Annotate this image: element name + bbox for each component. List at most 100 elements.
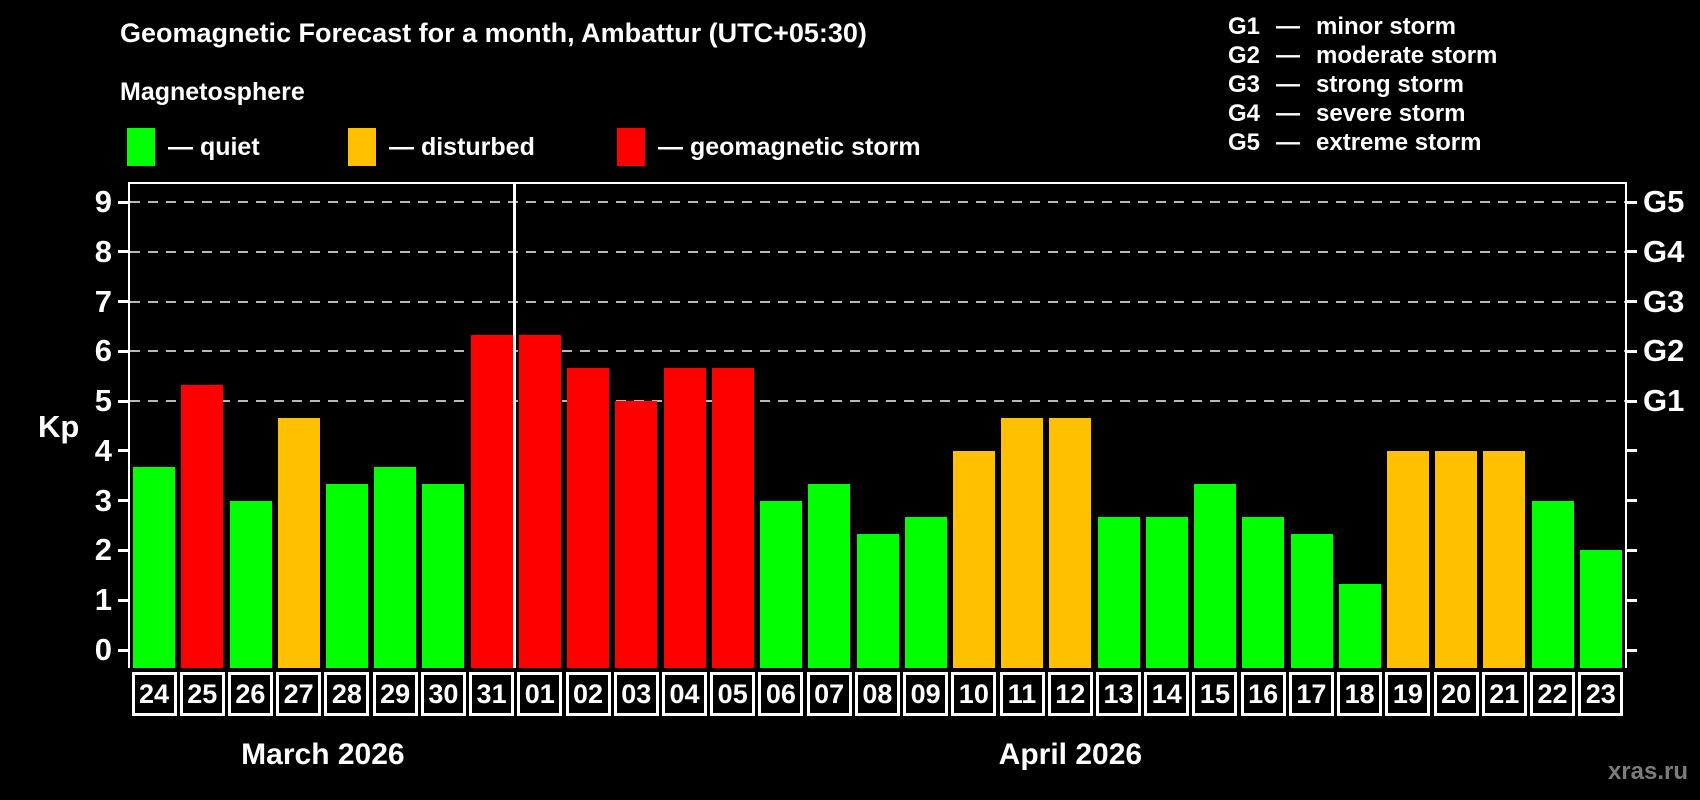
right-tick-8	[1625, 250, 1637, 254]
y-label-7: 7	[94, 283, 112, 319]
kp-bar-24	[133, 467, 176, 668]
g-legend-g2-label: moderate storm	[1316, 41, 1498, 69]
right-tick-3	[1625, 499, 1637, 503]
date-cell-11: 11	[999, 672, 1045, 716]
kp-bar-29	[374, 467, 417, 668]
y-label-5: 5	[94, 383, 112, 419]
g-legend-row-g2: G2 — moderate storm	[1228, 41, 1497, 70]
kp-bar-15	[1194, 484, 1237, 668]
right-tick-4	[1625, 449, 1637, 453]
g-legend-g4-dash: —	[1276, 99, 1300, 127]
legend-label-storm: — geomagnetic storm	[658, 132, 921, 161]
date-cell-04: 04	[661, 672, 707, 716]
g-legend-g4-code: G4	[1228, 99, 1261, 127]
month-label-april: April 2026	[998, 738, 1143, 771]
date-cell-06: 06	[758, 672, 804, 716]
g-legend-row-g4: G4 — severe storm	[1228, 99, 1497, 128]
date-cell-30: 30	[420, 672, 466, 716]
g-legend-g5-dash: —	[1276, 128, 1300, 156]
date-cell-19: 19	[1385, 672, 1431, 716]
quiet-swatch-icon	[127, 128, 155, 166]
left-tick-9	[118, 200, 130, 204]
left-tick-6	[118, 349, 130, 353]
left-tick-0	[118, 648, 130, 652]
date-cell-31: 31	[469, 672, 515, 716]
g-legend-g3-code: G3	[1228, 70, 1261, 98]
kp-bar-20	[1435, 450, 1478, 668]
kp-bar-18	[1338, 583, 1381, 668]
watermark: xras.ru	[1607, 758, 1688, 785]
kp-bar-02	[567, 367, 610, 668]
right-tick-2	[1625, 548, 1637, 552]
g-legend-g3-dash: —	[1276, 70, 1300, 98]
date-cell-09: 09	[903, 672, 949, 716]
kp-bar-22	[1531, 500, 1574, 668]
kp-bar-16	[1242, 517, 1285, 668]
month-label-march: March 2026	[241, 738, 405, 771]
g-axis-label-g1: G1	[1643, 383, 1685, 419]
g-legend-g5-code: G5	[1228, 128, 1261, 156]
right-tick-0	[1625, 648, 1637, 652]
y-label-9: 9	[94, 184, 112, 219]
g-scale-legend: G1 — minor storm G2 — moderate storm G3 — strong…	[1228, 12, 1497, 157]
right-tick-1	[1625, 598, 1637, 602]
y-label-8: 8	[94, 233, 112, 269]
date-cell-28: 28	[324, 672, 370, 716]
date-cell-03: 03	[613, 672, 659, 716]
plot-frame	[128, 182, 1627, 668]
g-legend-g2-dash: —	[1276, 41, 1300, 69]
month-separator-line	[513, 184, 517, 668]
kp-bar-19	[1386, 450, 1429, 668]
kp-bar-12	[1049, 417, 1092, 668]
kp-bar-28	[326, 484, 369, 668]
right-tick-7	[1625, 300, 1637, 304]
kp-bar-31	[470, 334, 513, 668]
kp-bar-09	[904, 517, 947, 668]
right-tick-5	[1625, 399, 1637, 403]
page-title: Geomagnetic Forecast for a month, Ambatt…	[120, 18, 867, 48]
kp-bar-04	[663, 367, 706, 668]
kp-bar-05	[711, 367, 754, 668]
left-tick-5	[118, 399, 130, 403]
date-cell-26: 26	[227, 672, 273, 716]
g-axis-label-g5: G5	[1643, 184, 1685, 219]
g-legend-g5-label: extreme storm	[1316, 128, 1482, 156]
legend-label-quiet: — quiet	[168, 132, 260, 161]
legend-item-disturbed: — disturbed	[348, 126, 535, 168]
g-legend-g4-label: severe storm	[1316, 99, 1466, 127]
date-cell-10: 10	[951, 672, 997, 716]
plot-area	[130, 184, 1625, 668]
g-axis-label-g4: G4	[1643, 233, 1685, 269]
left-tick-3	[118, 499, 130, 503]
date-cell-12: 12	[1047, 672, 1093, 716]
kp-bar-23	[1579, 550, 1622, 668]
g-legend-row-g1: G1 — minor storm	[1228, 12, 1497, 41]
g-axis-label-g2: G2	[1643, 333, 1685, 369]
legend-item-quiet: — quiet	[127, 126, 260, 168]
date-cell-02: 02	[565, 672, 611, 716]
left-tick-2	[118, 548, 130, 552]
date-cell-20: 20	[1433, 672, 1479, 716]
storm-swatch-icon	[617, 128, 645, 166]
kp-bar-08	[856, 534, 899, 668]
left-tick-4	[118, 449, 130, 453]
g-legend-g2-code: G2	[1228, 41, 1261, 69]
date-cell-29: 29	[372, 672, 418, 716]
left-tick-1	[118, 598, 130, 602]
date-cell-17: 17	[1288, 672, 1334, 716]
date-cell-18: 18	[1337, 672, 1383, 716]
legend-item-storm: — geomagnetic storm	[617, 126, 921, 168]
left-tick-8	[118, 250, 130, 254]
y-label-0: 0	[94, 632, 112, 667]
kp-bar-30	[422, 484, 465, 668]
kp-bar-11	[1001, 417, 1044, 668]
magnetosphere-subtitle: Magnetosphere	[120, 78, 305, 106]
kp-bar-10	[952, 450, 995, 668]
date-cell-05: 05	[710, 672, 756, 716]
left-tick-7	[118, 300, 130, 304]
kp-bar-21	[1483, 450, 1526, 668]
gridline-kp-5	[130, 400, 1625, 403]
kp-bar-03	[615, 401, 658, 668]
date-cell-25: 25	[179, 672, 225, 716]
y-label-1: 1	[94, 582, 112, 618]
